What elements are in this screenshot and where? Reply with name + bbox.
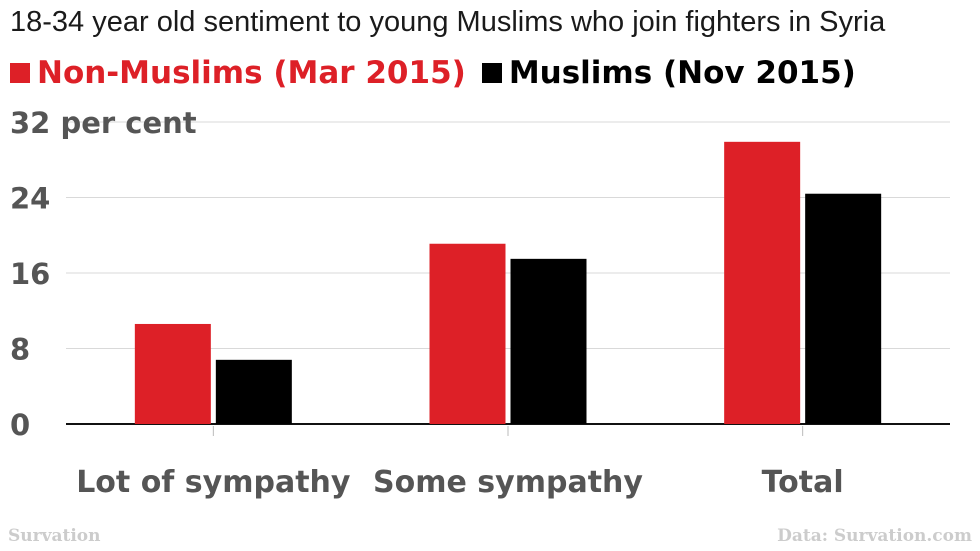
bar (805, 193, 882, 424)
legend-item-muslims: Muslims (Nov 2015) (481, 55, 856, 91)
y-tick-label: 32 per cent (10, 106, 197, 140)
x-tick-label: Some sympathy (373, 465, 643, 500)
legend-label-muslims: Muslims (Nov 2015) (508, 55, 856, 91)
chart-title: 18-34 year old sentiment to young Muslim… (10, 6, 886, 38)
legend-label-non-muslims: Non-Muslims (Mar 2015) (37, 55, 466, 91)
bar (429, 243, 506, 424)
legend-swatch-non-muslims (10, 63, 30, 83)
legend: Non-Muslims (Mar 2015) Muslims (Nov 2015… (10, 55, 872, 91)
bar (215, 359, 292, 424)
bar (724, 141, 801, 424)
y-tick-label: 8 (10, 333, 30, 367)
x-tick-label: Total (762, 465, 844, 500)
data-source: Data: Survation.com (777, 526, 972, 546)
source-credit: Survation (8, 526, 101, 546)
x-tick-label: Lot of sympathy (76, 465, 351, 500)
y-tick-label: 16 (10, 257, 50, 291)
bar (510, 258, 587, 424)
bar (134, 323, 211, 424)
y-tick-label: 0 (10, 408, 30, 442)
legend-swatch-muslims (481, 63, 502, 83)
legend-item-non-muslims: Non-Muslims (Mar 2015) (10, 55, 466, 91)
y-tick-label: 24 (10, 182, 50, 216)
